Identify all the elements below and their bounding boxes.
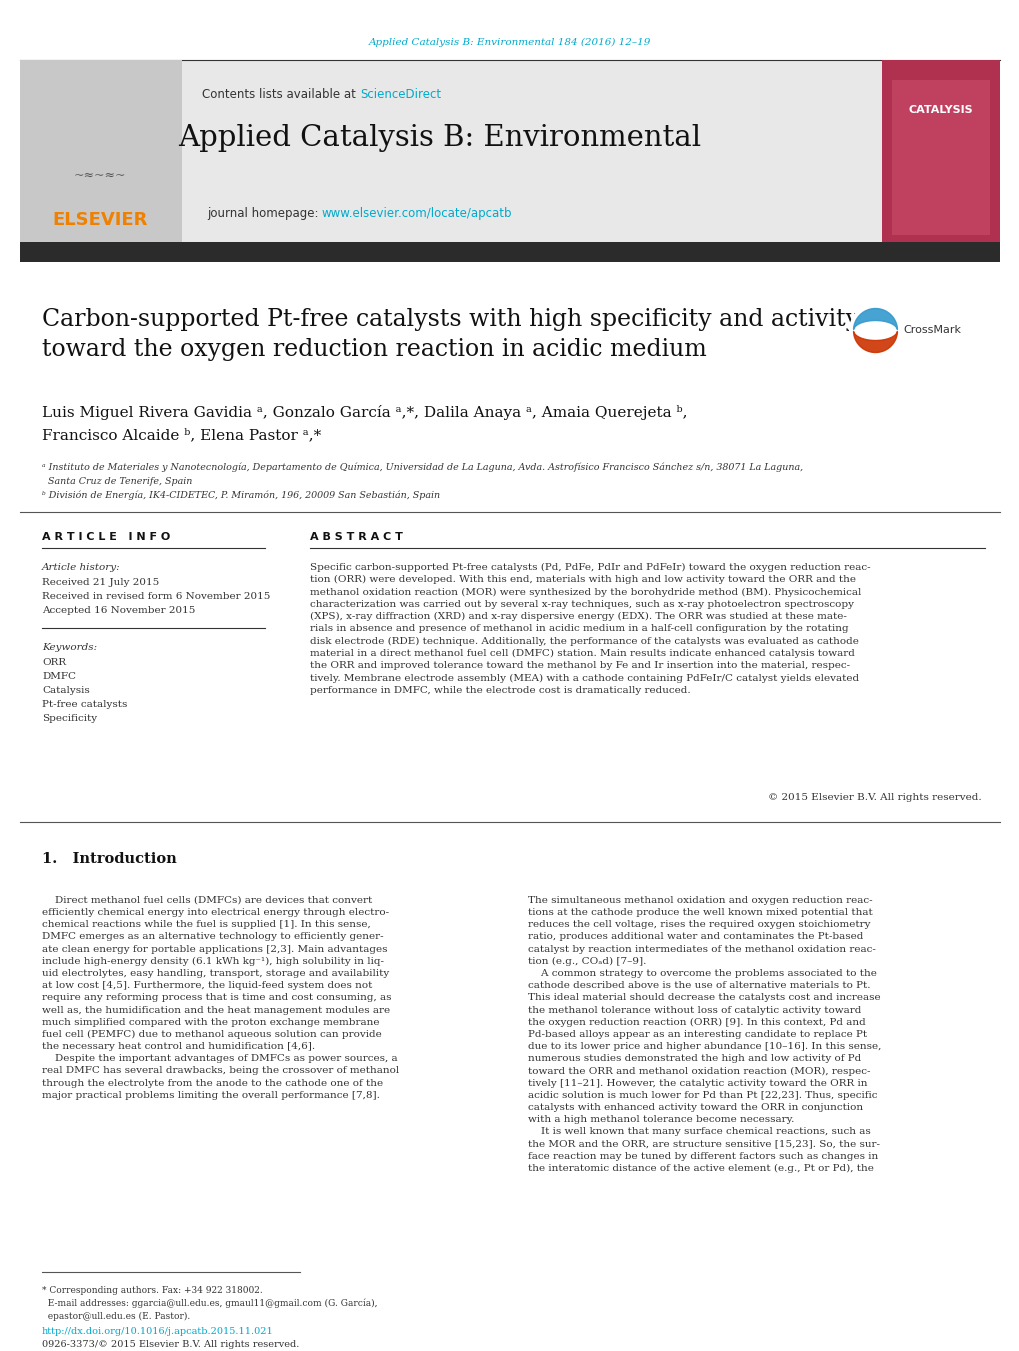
- Text: http://dx.doi.org/10.1016/j.apcatb.2015.11.021: http://dx.doi.org/10.1016/j.apcatb.2015.…: [42, 1327, 273, 1336]
- Text: Received 21 July 2015: Received 21 July 2015: [42, 578, 159, 586]
- Circle shape: [849, 305, 899, 355]
- Text: * Corresponding authors. Fax: +34 922 318002.: * Corresponding authors. Fax: +34 922 31…: [42, 1286, 263, 1296]
- Text: Contents lists available at: Contents lists available at: [202, 89, 360, 101]
- Text: © 2015 Elsevier B.V. All rights reserved.: © 2015 Elsevier B.V. All rights reserved…: [767, 793, 981, 802]
- Text: Applied Catalysis B: Environmental 184 (2016) 12–19: Applied Catalysis B: Environmental 184 (…: [369, 38, 650, 46]
- Text: 0926-3373/© 2015 Elsevier B.V. All rights reserved.: 0926-3373/© 2015 Elsevier B.V. All right…: [42, 1340, 300, 1350]
- Text: Accepted 16 November 2015: Accepted 16 November 2015: [42, 607, 196, 615]
- Text: Direct methanol fuel cells (DMFCs) are devices that convert
efficiently chemical: Direct methanol fuel cells (DMFCs) are d…: [42, 896, 398, 1100]
- Text: Specificity: Specificity: [42, 713, 97, 723]
- Text: journal homepage:: journal homepage:: [207, 207, 322, 219]
- Text: ~≈~≈~: ~≈~≈~: [73, 169, 126, 181]
- Text: ORR: ORR: [42, 658, 66, 667]
- Text: Carbon-supported Pt-free catalysts with high specificity and activity
toward the: Carbon-supported Pt-free catalysts with …: [42, 308, 858, 361]
- Text: ᵃ Instituto de Materiales y Nanotecnología, Departamento de Química, Universidad: ᵃ Instituto de Materiales y Nanotecnolog…: [42, 463, 802, 473]
- Text: Applied Catalysis B: Environmental: Applied Catalysis B: Environmental: [178, 124, 701, 153]
- Text: Francisco Alcaide ᵇ, Elena Pastor ᵃ,*: Francisco Alcaide ᵇ, Elena Pastor ᵃ,*: [42, 428, 321, 442]
- Text: Santa Cruz de Tenerife, Spain: Santa Cruz de Tenerife, Spain: [42, 477, 193, 486]
- FancyBboxPatch shape: [892, 80, 989, 235]
- Text: The simultaneous methanol oxidation and oxygen reduction reac-
tions at the cath: The simultaneous methanol oxidation and …: [528, 896, 880, 1173]
- FancyBboxPatch shape: [20, 242, 999, 262]
- Text: Specific carbon-supported Pt-free catalysts (Pd, PdFe, PdIr and PdFeIr) toward t: Specific carbon-supported Pt-free cataly…: [310, 563, 870, 694]
- Text: Luis Miguel Rivera Gavidia ᵃ, Gonzalo García ᵃ,*, Dalila Anaya ᵃ, Amaia Querejet: Luis Miguel Rivera Gavidia ᵃ, Gonzalo Ga…: [42, 405, 687, 420]
- Text: ScienceDirect: ScienceDirect: [360, 89, 440, 101]
- Text: epastor@ull.edu.es (E. Pastor).: epastor@ull.edu.es (E. Pastor).: [42, 1312, 191, 1321]
- FancyBboxPatch shape: [20, 59, 881, 245]
- Text: CrossMark: CrossMark: [902, 326, 960, 335]
- Text: Received in revised form 6 November 2015: Received in revised form 6 November 2015: [42, 592, 270, 601]
- Text: E-mail addresses: ggarcia@ull.edu.es, gmaul11@gmail.com (G. García),: E-mail addresses: ggarcia@ull.edu.es, gm…: [42, 1300, 377, 1309]
- FancyBboxPatch shape: [20, 59, 181, 245]
- Text: Pt-free catalysts: Pt-free catalysts: [42, 700, 127, 709]
- FancyBboxPatch shape: [881, 59, 999, 245]
- Text: Keywords:: Keywords:: [42, 643, 97, 653]
- Text: ELSEVIER: ELSEVIER: [52, 211, 148, 230]
- Text: A R T I C L E   I N F O: A R T I C L E I N F O: [42, 532, 170, 542]
- Text: Catalysis: Catalysis: [42, 686, 90, 694]
- Text: www.elsevier.com/locate/apcatb: www.elsevier.com/locate/apcatb: [322, 207, 512, 219]
- Text: DMFC: DMFC: [42, 671, 76, 681]
- Text: A B S T R A C T: A B S T R A C T: [310, 532, 403, 542]
- Text: ᵇ División de Energía, IK4-CIDETEC, P. Miramón, 196, 20009 San Sebastián, Spain: ᵇ División de Energía, IK4-CIDETEC, P. M…: [42, 490, 439, 500]
- Text: CATALYSIS: CATALYSIS: [908, 105, 972, 115]
- Text: Article history:: Article history:: [42, 563, 120, 571]
- Text: 1.   Introduction: 1. Introduction: [42, 852, 176, 866]
